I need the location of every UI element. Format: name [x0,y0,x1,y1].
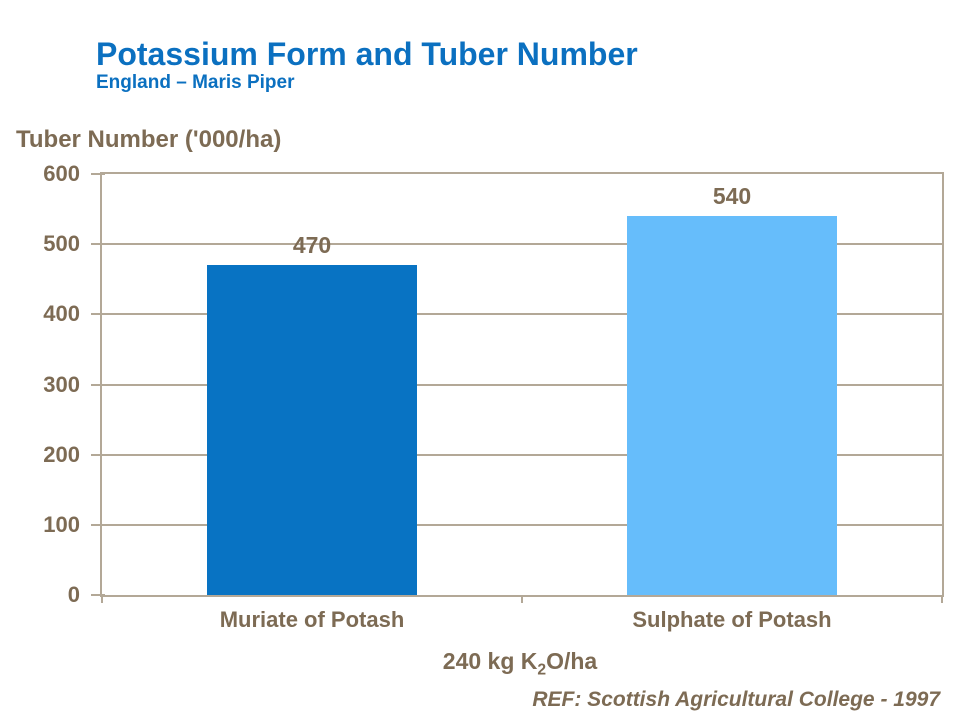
gridline-300 [102,383,942,386]
bar-value-label-muriate-of-potash: 470 [292,232,332,258]
y-tick-mark-300 [91,383,105,386]
y-tick-mark-100 [91,523,105,526]
y-tick-label-100: 100 [43,511,80,537]
y-tick-label-200: 200 [43,441,80,467]
x-tick-mark-1 [521,595,523,603]
y-axis-title: Tuber Number ('000/ha) [16,126,282,153]
y-tick-label-500: 500 [43,231,80,257]
x-tick-mark-0 [101,595,103,603]
bar-sulphate-of-potash [627,216,837,595]
y-tick-label-600: 600 [43,161,80,186]
gridline-400 [102,313,942,316]
y-tick-label-0: 0 [67,582,80,607]
x-axis-title: 240 kg K2O/ha [100,648,940,678]
chart-title: Potassium Form and Tuber Number [96,36,638,72]
plot-area: 0 100 200 300 400 500 600 470 Muriate of Potash 5… [43,161,944,632]
reference-note: REF: Scottish Agricultural College - 199… [532,688,940,711]
x-axis-title-subscript: 2 [537,661,547,679]
gridline-100 [102,523,942,526]
bar-muriate-of-potash [207,265,417,595]
chart-subtitle: England – Maris Piper [96,72,295,93]
y-tick-mark-200 [91,453,105,456]
gridline-500 [102,243,942,246]
gridline-200 [102,453,942,456]
y-tick-mark-500 [91,243,105,246]
y-tick-label-400: 400 [43,301,80,327]
x-axis-title-pre: 240 kg K [442,648,538,674]
y-tick-label-300: 300 [43,371,80,397]
x-tick-mark-2 [941,595,943,603]
y-tick-mark-0 [91,594,105,596]
y-tick-mark-400 [91,313,105,316]
category-label-sulphate-of-potash: Sulphate of Potash [632,607,832,632]
y-tick-mark-600 [91,173,105,175]
category-label-muriate-of-potash: Muriate of Potash [219,607,405,632]
bar-value-label-sulphate-of-potash: 540 [712,183,752,209]
x-axis-title-post: O/ha [546,648,598,674]
